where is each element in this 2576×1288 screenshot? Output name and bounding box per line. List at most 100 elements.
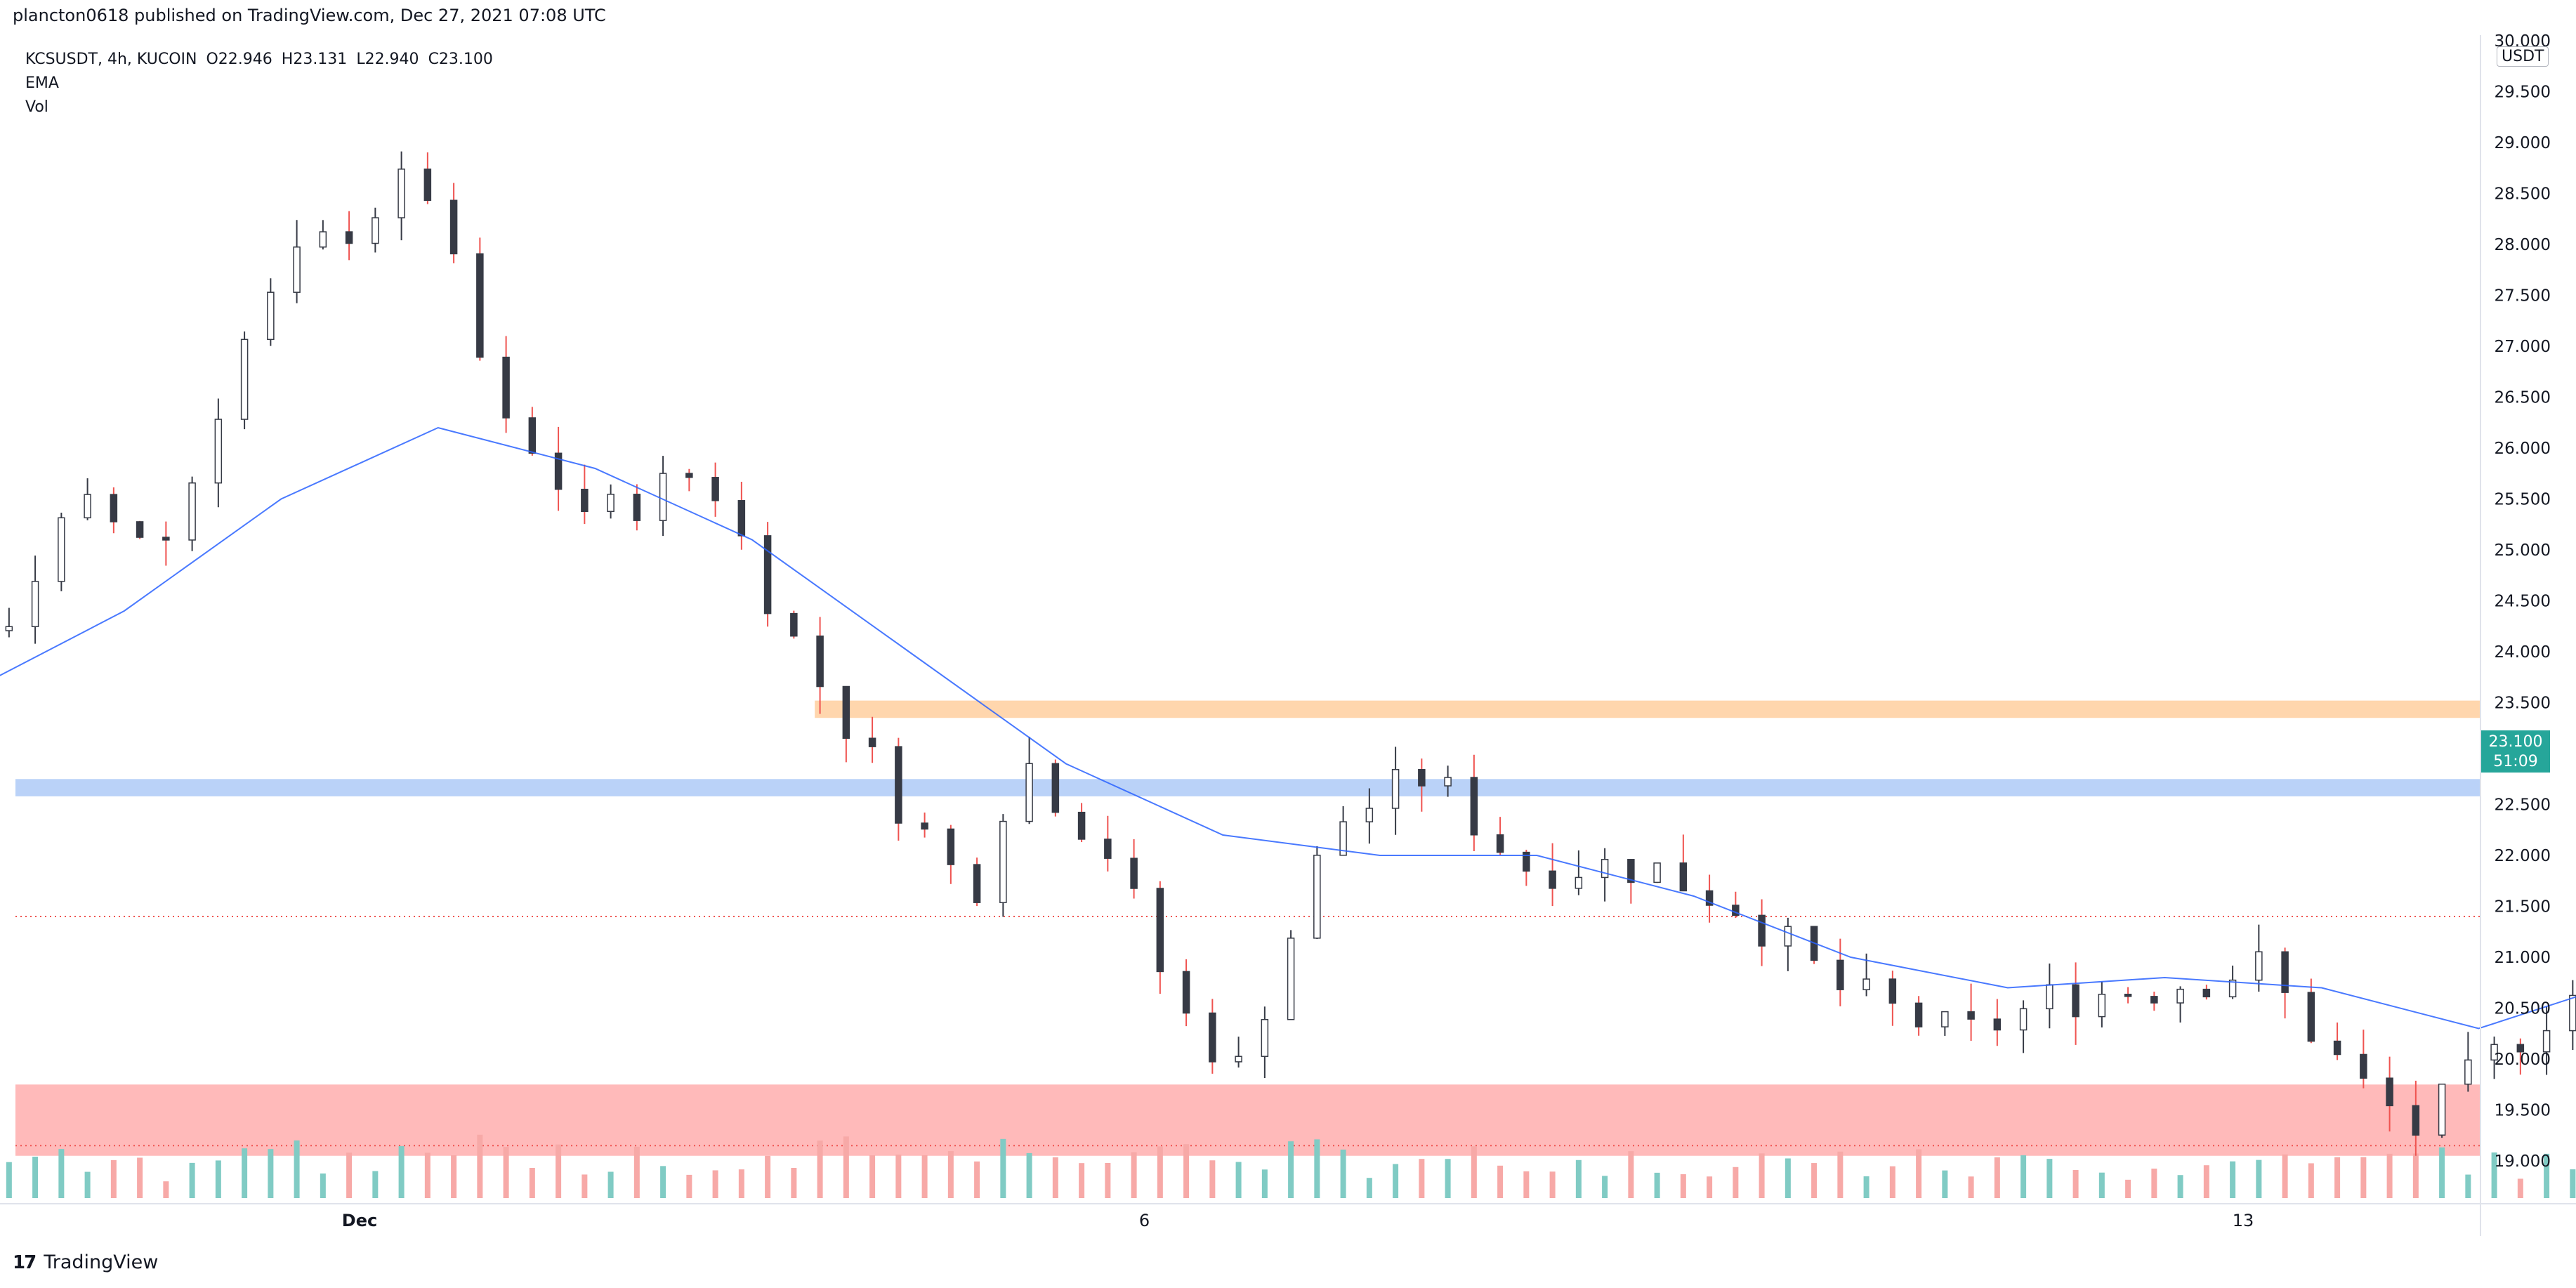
volume-bar (2020, 1155, 2027, 1198)
candle-body (2019, 1008, 2028, 1031)
volume-bar (1445, 1159, 1451, 1198)
candle-body (607, 494, 615, 513)
candle-body (449, 199, 458, 255)
candle-body (1705, 890, 1714, 906)
legend-low: L22.940 (356, 51, 419, 68)
y-tick-label: 24.000 (2495, 643, 2551, 662)
x-tick-label: 13 (2233, 1211, 2254, 1230)
volume-bar (503, 1147, 509, 1198)
volume-bar (2125, 1179, 2131, 1198)
tradingview-logo[interactable]: 17 TradingView (13, 1251, 158, 1273)
y-tick-label: 26.000 (2495, 440, 2551, 458)
candle-body (2124, 994, 2132, 997)
candle-body (1182, 971, 1190, 1014)
volume-bar (1628, 1151, 1634, 1198)
volume-bar (1052, 1157, 1058, 1198)
candle-body (188, 482, 196, 541)
candle-body (1418, 769, 1426, 787)
y-tick-label: 20.500 (2495, 1000, 2551, 1018)
candle-body (5, 626, 13, 631)
candle-body (816, 635, 824, 688)
candle-body (685, 473, 693, 478)
candle-body (1653, 862, 1661, 883)
y-tick-label: 28.500 (2495, 185, 2551, 204)
volume-bar (2517, 1178, 2523, 1198)
volume-bar (2465, 1174, 2471, 1198)
volume-bar (2360, 1157, 2367, 1198)
candle-body (2176, 988, 2184, 1004)
candle-body (1549, 870, 1556, 889)
tradingview-logo-icon: 17 (13, 1251, 37, 1273)
candle-body (2333, 1040, 2341, 1056)
candle-body (2098, 994, 2106, 1018)
volume-bar (1209, 1160, 1216, 1198)
volume-bar (294, 1140, 300, 1198)
y-tick-label: 20.000 (2495, 1051, 2551, 1069)
candle-body (136, 521, 144, 538)
candle-body (2412, 1105, 2420, 1136)
candle-body (2202, 988, 2211, 998)
candle-body (293, 247, 301, 293)
candle-body (240, 339, 249, 420)
volume-bar (1837, 1151, 1844, 1198)
candle-body (1941, 1011, 1949, 1027)
candle-body (1470, 777, 1478, 836)
volume-bar (215, 1160, 221, 1198)
volume-bar (2098, 1172, 2105, 1198)
volume-bar (2491, 1152, 2497, 1198)
candle-body (58, 517, 65, 582)
volume-bar (2570, 1169, 2576, 1198)
support-zone (15, 779, 2480, 796)
legend-symbol: KCSUSDT, 4h, KUCOIN (25, 51, 197, 68)
volume-bar (1916, 1149, 1922, 1198)
candle-body (372, 217, 379, 244)
candle-body (1077, 811, 1086, 840)
candle-body (999, 820, 1007, 903)
candle-body (1627, 859, 1635, 883)
volume-bar (556, 1144, 562, 1198)
volume-bar (398, 1146, 405, 1198)
volume-bar (1942, 1170, 1948, 1198)
candle-body (1365, 808, 1374, 822)
publisher-caption: plancton0618 published on TradingView.co… (13, 6, 606, 25)
candle-body (1993, 1018, 2002, 1031)
volume-bar (1026, 1152, 1032, 1198)
candle-body (2516, 1044, 2525, 1053)
currency-badge[interactable]: USDT (2497, 46, 2549, 67)
candle-body (554, 452, 563, 490)
legend-vol[interactable]: Vol (25, 98, 48, 116)
volume-bar (242, 1148, 248, 1198)
volume-bar (1366, 1178, 1372, 1198)
volume-bar (84, 1171, 91, 1198)
volume-bar (2072, 1170, 2079, 1198)
candle-body (1261, 1018, 1269, 1057)
candle-body (1575, 876, 1583, 889)
volume-bar (1733, 1167, 1739, 1198)
resistance-zone (815, 700, 2481, 718)
y-tick-label: 25.500 (2495, 491, 2551, 509)
y-tick-label: 27.500 (2495, 287, 2551, 305)
candle-body (842, 685, 850, 739)
candle-body (2307, 992, 2315, 1042)
candle-body (2360, 1053, 2367, 1079)
volume-bar (320, 1173, 326, 1198)
candle-body (868, 737, 876, 747)
legend-open: O22.946 (206, 51, 272, 68)
last-price-label: 23.100 51:09 (2481, 730, 2550, 773)
volume-bar (1994, 1157, 2000, 1198)
legend-ema[interactable]: EMA (25, 74, 59, 92)
volume-bar (2544, 1153, 2550, 1198)
volume-bar (1393, 1164, 1399, 1198)
volume-bar (843, 1136, 849, 1198)
volume-bar (163, 1181, 169, 1198)
volume-bar (477, 1134, 483, 1198)
volume-bar (529, 1167, 535, 1198)
volume-bar (137, 1157, 143, 1198)
volume-bar (2439, 1147, 2445, 1198)
volume-bar (2334, 1157, 2341, 1198)
y-tick-label: 22.000 (2495, 847, 2551, 865)
candle-body (1051, 763, 1060, 813)
volume-bar (2282, 1154, 2288, 1198)
candle-body (84, 494, 91, 519)
